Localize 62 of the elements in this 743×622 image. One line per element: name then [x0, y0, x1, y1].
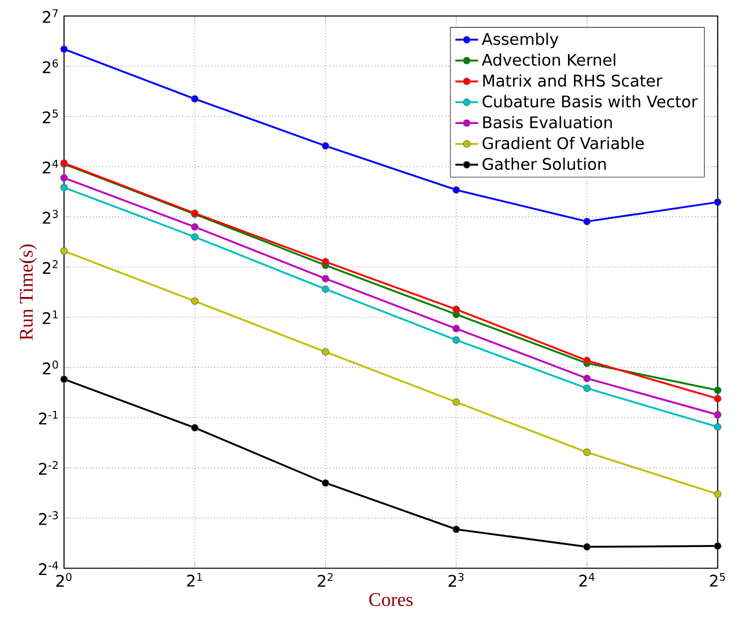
y-tick-label: 2$^{2}$ — [42, 260, 58, 274]
x-tick-label: 2$^{1}$ — [187, 573, 202, 587]
point — [452, 325, 460, 333]
point — [452, 186, 460, 194]
point — [191, 424, 198, 432]
y-tick-label: 2$^{-2}$ — [38, 461, 58, 475]
legend-label: Gather Solution — [482, 158, 606, 170]
point — [452, 336, 460, 344]
point — [322, 479, 330, 487]
x-tick-label: 2$^{5}$ — [710, 573, 725, 587]
point — [583, 356, 591, 364]
y-axis-title: Run Time(s) — [19, 244, 37, 340]
point — [191, 233, 198, 241]
y-tick-label: 2$^{5}$ — [42, 110, 58, 124]
point — [322, 348, 330, 356]
x-axis-title: Cores — [369, 593, 413, 606]
point — [583, 384, 591, 392]
point — [191, 95, 198, 103]
y-tick-label: 2$^{6}$ — [42, 60, 58, 74]
x-tick-label: 2$^{2}$ — [318, 573, 333, 587]
point — [714, 395, 722, 403]
point — [191, 298, 198, 305]
point — [714, 490, 722, 498]
y-tick-label: 2$^{0}$ — [42, 360, 58, 374]
point — [60, 247, 68, 255]
y-tick-label: 2$^{1}$ — [42, 310, 58, 324]
point — [452, 306, 460, 314]
y-tick-label: 2$^{4}$ — [42, 160, 58, 174]
point — [583, 218, 591, 226]
legend-label: Gradient Of Variable — [482, 137, 644, 150]
point — [322, 258, 330, 266]
y-tick-label: 2$^{-4}$ — [38, 562, 58, 576]
legend-label: Basis Evaluation — [483, 116, 612, 129]
point — [714, 542, 722, 550]
point — [60, 184, 68, 192]
legend-label: Matrix and RHS Scater — [483, 74, 662, 87]
point — [60, 174, 68, 182]
point — [191, 223, 198, 231]
legend-label: Advection Kernel — [482, 54, 616, 66]
point — [60, 376, 68, 384]
point — [583, 543, 591, 551]
point — [714, 411, 722, 419]
point — [60, 46, 68, 54]
point — [714, 423, 722, 431]
point — [714, 386, 722, 394]
x-tick-label: 2$^{3}$ — [448, 573, 464, 587]
y-tick-label: 2$^{-1}$ — [38, 411, 58, 425]
point — [583, 374, 591, 382]
legend-label: Cubature Basis with Vector — [482, 95, 698, 108]
y-tick-label: 2$^{3}$ — [42, 210, 58, 224]
point — [452, 526, 460, 534]
y-tick-label: 2$^{7}$ — [42, 9, 58, 23]
point — [322, 142, 330, 150]
point — [714, 198, 722, 206]
y-tick-label: 2$^{-3}$ — [38, 511, 58, 526]
x-tick-label: 2$^{0}$ — [56, 573, 72, 587]
legend-label: Assembly — [482, 32, 558, 48]
point — [583, 448, 591, 456]
point — [322, 286, 330, 294]
point — [452, 398, 460, 406]
x-tick-label: 2$^{4}$ — [579, 573, 594, 587]
point — [322, 275, 330, 283]
